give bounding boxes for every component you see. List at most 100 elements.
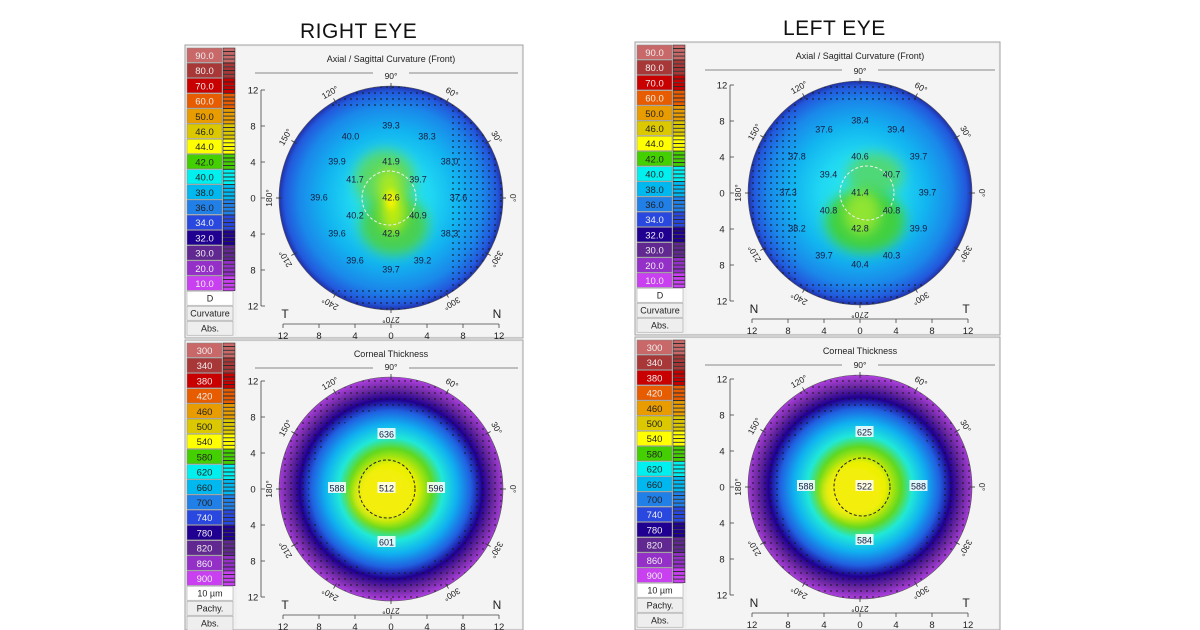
color-scale-tick [222, 407, 236, 412]
color-scale-tick [672, 472, 686, 477]
orientation-letter-right: N [493, 598, 502, 612]
color-scale-tick [672, 487, 686, 492]
orientation-letter-right: T [962, 302, 970, 316]
color-scale-tick [222, 237, 236, 242]
color-scale-tick [222, 384, 236, 389]
scale-mode-box[interactable] [186, 320, 234, 336]
color-scale-tick [672, 579, 686, 583]
scale-unit-label: D [207, 294, 214, 304]
map-value-label: 39.7 [919, 188, 937, 198]
color-scale-tick [672, 541, 686, 545]
color-scale-swatch [636, 446, 673, 462]
color-scale-label: 10.0 [645, 276, 664, 287]
value-label-bg [855, 534, 874, 545]
color-scale-tick [222, 108, 236, 113]
color-scale-tick [672, 563, 686, 568]
angle-tick [485, 431, 491, 435]
scale-type-box[interactable] [186, 305, 234, 321]
color-scale-label: 34.0 [195, 218, 214, 229]
color-scale-label: 300 [197, 346, 213, 357]
scale-type-box[interactable] [186, 600, 234, 616]
scale-type-box[interactable] [636, 597, 684, 613]
scale-type-box[interactable] [636, 302, 684, 318]
color-scale-swatch [636, 272, 673, 288]
color-scale-tick [672, 446, 686, 450]
angle-tick [445, 389, 449, 395]
y-axis-tick-label: 8 [250, 557, 255, 568]
color-scale-tick [222, 521, 236, 526]
orientation-letter-left: N [750, 596, 759, 610]
scale-unit-box[interactable] [186, 585, 234, 601]
color-scale-label: 42.0 [645, 154, 664, 165]
color-scale-tick [672, 211, 686, 216]
color-scale-tick [672, 284, 686, 288]
color-scale-tick [222, 59, 236, 63]
color-scale-tick [222, 456, 236, 461]
color-scale-label: 20.0 [195, 264, 214, 275]
angle-tick [802, 387, 806, 393]
y-axis-tick-label: 12 [717, 81, 728, 92]
color-scale-tick [222, 536, 236, 541]
map-value-label: 596 [428, 484, 443, 494]
color-scale-swatch [636, 400, 673, 416]
color-scale-swatch [636, 430, 673, 446]
scale-mode-box[interactable] [186, 615, 234, 630]
scale-unit-box[interactable] [636, 287, 684, 303]
color-scale-tick [222, 161, 236, 166]
color-scale-tick [222, 422, 236, 427]
color-scale-label: 340 [197, 361, 213, 372]
color-scale-tick [222, 388, 236, 393]
color-scale-tick [222, 97, 236, 101]
scale-unit-box[interactable] [186, 290, 234, 306]
color-scale-swatch [186, 245, 223, 261]
color-scale-label: 42.0 [195, 157, 214, 168]
y-axis-tick-label: 0 [719, 189, 724, 200]
color-scale-tick [672, 567, 686, 572]
color-scale-swatch [186, 403, 223, 419]
color-scale-tick [672, 113, 686, 117]
map-value-label: 37.8 [788, 152, 806, 162]
angle-label: 0° [508, 194, 518, 202]
y-axis-tick-label: 8 [250, 266, 255, 277]
angle-tick [914, 287, 918, 293]
color-scale-tick [672, 354, 686, 359]
map-value-label: 522 [857, 482, 872, 492]
map-value-label: 38.3 [441, 229, 459, 239]
scale-mode-box[interactable] [636, 612, 684, 628]
color-scale-tick [222, 176, 236, 181]
color-scale-tick [222, 532, 236, 537]
color-scale-tick [672, 86, 686, 91]
map-value-label: 40.8 [820, 206, 838, 216]
x-axis-tick-label: 4 [352, 331, 357, 342]
color-scale-swatch [636, 211, 673, 227]
map-title: Axial / Sagittal Curvature (Front) [796, 51, 925, 61]
color-scale-tick [672, 272, 686, 277]
color-scale-label: 36.0 [195, 203, 214, 214]
scale-unit-label: 10 µm [197, 589, 222, 599]
color-scale-tick [222, 169, 236, 174]
scale-mode-box[interactable] [636, 317, 684, 333]
color-scale-label: 80.0 [195, 66, 214, 77]
map-value-label: 40.0 [342, 131, 360, 141]
color-scale-tick [672, 449, 686, 454]
color-scale-tick [672, 192, 686, 197]
color-scale-tick [222, 47, 236, 52]
color-scale-tick [672, 185, 686, 190]
angle-tick [914, 387, 918, 393]
color-scale-tick [222, 555, 236, 560]
angle-tick [291, 252, 297, 256]
color-scale-tick [222, 380, 236, 385]
color-scale-tick [222, 578, 236, 583]
color-scale-label: 460 [647, 404, 663, 415]
scale-mode-label: Abs. [651, 321, 669, 331]
angle-tick [760, 247, 766, 251]
color-scale-swatch [636, 415, 673, 431]
color-scale-tick [672, 166, 686, 171]
color-scale-tick [222, 574, 236, 579]
color-scale-swatch [186, 494, 223, 510]
color-scale-tick [222, 192, 236, 196]
angle-label: 0° [508, 485, 518, 493]
color-scale-tick [672, 170, 686, 174]
scale-unit-box[interactable] [636, 582, 684, 598]
color-scale-swatch [636, 522, 673, 538]
